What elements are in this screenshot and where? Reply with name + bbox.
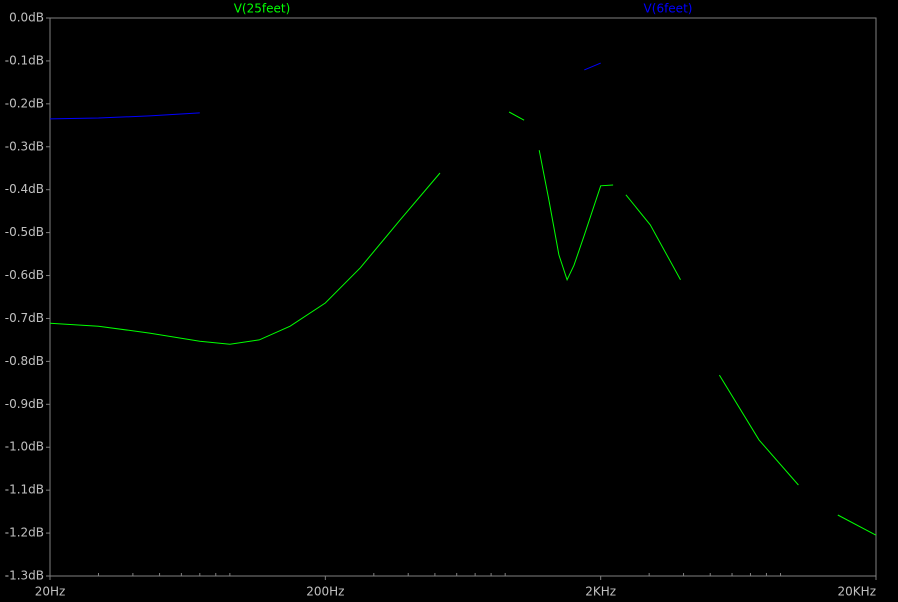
y-tick-label: -1.2dB <box>5 526 44 540</box>
y-tick-label: -0.9dB <box>5 397 44 411</box>
x-tick-label: 2KHz <box>585 585 616 599</box>
x-tick-label: 20KHz <box>838 585 876 599</box>
y-tick-label: -0.5dB <box>5 225 44 239</box>
x-tick-label: 200Hz <box>306 585 344 599</box>
plot-frame <box>49 17 877 577</box>
y-tick-label: -1.1dB <box>5 483 44 497</box>
y-tick-label: -1.3dB <box>5 569 44 583</box>
x-tick-label: 20Hz <box>35 585 66 599</box>
legend-label: V(25feet) <box>234 2 291 16</box>
y-tick-label: -1.0dB <box>5 440 44 454</box>
y-tick-label: -0.7dB <box>5 311 44 325</box>
series-line <box>49 111 877 536</box>
y-tick-label: -0.2dB <box>5 96 44 110</box>
legend-label: V(6feet) <box>644 2 693 16</box>
y-tick-label: -0.4dB <box>5 182 44 196</box>
y-tick-label: -0.6dB <box>5 268 44 282</box>
y-tick-label: -0.3dB <box>5 139 44 153</box>
y-tick-label: -0.8dB <box>5 354 44 368</box>
y-tick-label: 0.0dB <box>9 11 44 25</box>
y-tick-label: -0.1dB <box>5 53 44 67</box>
